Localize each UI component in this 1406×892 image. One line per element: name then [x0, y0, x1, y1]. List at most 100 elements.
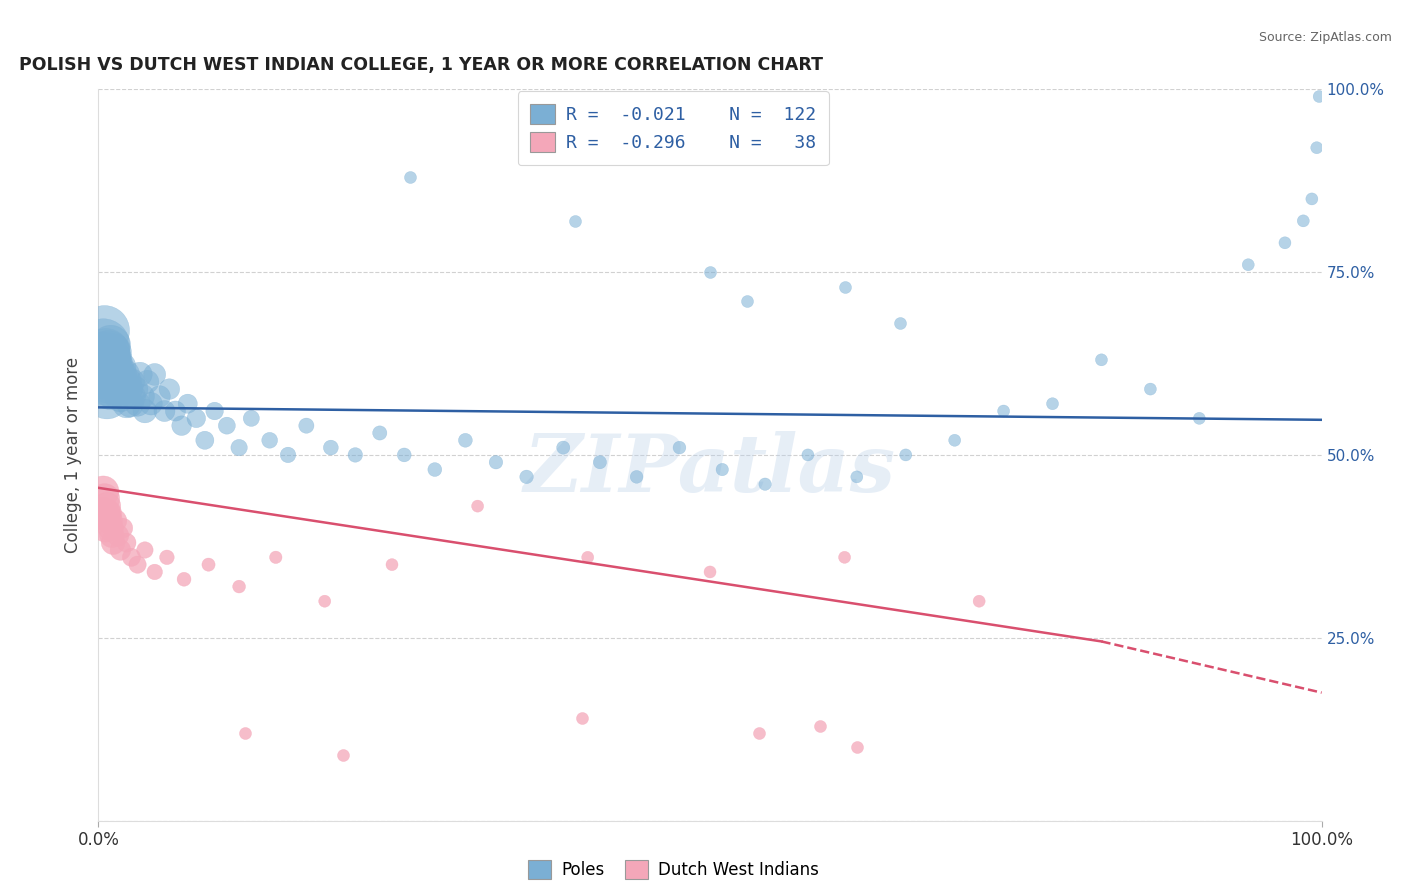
Point	[127, 397, 149, 411]
Point	[134, 543, 156, 558]
Point	[423, 462, 446, 476]
Point	[264, 550, 287, 565]
Point	[1139, 382, 1161, 396]
Point	[101, 535, 124, 549]
Legend: Poles, Dutch West Indians: Poles, Dutch West Indians	[522, 853, 825, 886]
Point	[108, 375, 131, 389]
Point	[170, 418, 193, 433]
Point	[129, 368, 152, 382]
Point	[107, 382, 129, 396]
Point	[100, 338, 122, 352]
Point	[112, 382, 135, 396]
Point	[797, 448, 820, 462]
Point	[668, 441, 690, 455]
Point	[173, 572, 195, 586]
Point	[153, 404, 176, 418]
Point	[96, 360, 118, 375]
Point	[711, 462, 734, 476]
Point	[149, 389, 172, 403]
Point	[110, 389, 132, 403]
Point	[120, 375, 142, 389]
Point	[204, 404, 226, 418]
Point	[96, 389, 118, 403]
Point	[1042, 397, 1064, 411]
Point	[120, 550, 142, 565]
Point	[368, 425, 391, 440]
Point	[1308, 89, 1330, 103]
Point	[143, 565, 166, 579]
Point	[97, 375, 120, 389]
Point	[699, 265, 721, 279]
Point	[97, 507, 120, 521]
Point	[754, 477, 776, 491]
Point	[332, 747, 354, 762]
Point	[259, 434, 281, 448]
Point	[104, 514, 127, 528]
Text: ZIPatlas: ZIPatlas	[524, 431, 896, 508]
Point	[143, 368, 166, 382]
Point	[571, 711, 593, 725]
Point	[467, 499, 489, 513]
Point	[156, 550, 179, 565]
Point	[319, 441, 342, 455]
Point	[564, 214, 586, 228]
Point	[1301, 192, 1323, 206]
Point	[834, 279, 856, 293]
Point	[111, 375, 134, 389]
Point	[1306, 141, 1329, 155]
Point	[101, 375, 124, 389]
Point	[94, 345, 117, 359]
Point	[91, 352, 114, 367]
Point	[735, 294, 758, 309]
Point	[97, 345, 120, 359]
Point	[553, 441, 575, 455]
Point	[101, 352, 124, 367]
Point	[118, 382, 141, 396]
Point	[139, 397, 162, 411]
Text: POLISH VS DUTCH WEST INDIAN COLLEGE, 1 YEAR OR MORE CORRELATION CHART: POLISH VS DUTCH WEST INDIAN COLLEGE, 1 Y…	[18, 56, 823, 74]
Point	[120, 397, 142, 411]
Point	[194, 434, 217, 448]
Point	[115, 535, 138, 549]
Point	[240, 411, 263, 425]
Point	[454, 434, 477, 448]
Point	[215, 418, 238, 433]
Point	[157, 382, 180, 396]
Point	[233, 726, 256, 740]
Point	[699, 565, 721, 579]
Point	[589, 455, 612, 469]
Point	[114, 368, 136, 382]
Point	[93, 491, 115, 506]
Point	[98, 352, 121, 367]
Point	[748, 726, 770, 740]
Point	[889, 316, 911, 330]
Point	[967, 594, 990, 608]
Point	[98, 382, 121, 396]
Point	[101, 528, 124, 542]
Point	[96, 499, 118, 513]
Point	[845, 740, 868, 755]
Point	[165, 404, 187, 418]
Point	[314, 594, 336, 608]
Point	[103, 368, 125, 382]
Point	[277, 448, 299, 462]
Point	[485, 455, 508, 469]
Point	[91, 338, 114, 352]
Point	[127, 558, 149, 572]
Point	[295, 418, 318, 433]
Point	[993, 404, 1015, 418]
Point	[110, 360, 132, 375]
Point	[381, 558, 404, 572]
Point	[104, 375, 127, 389]
Point	[943, 434, 966, 448]
Point	[105, 360, 128, 375]
Point	[91, 484, 114, 499]
Point	[107, 528, 129, 542]
Point	[845, 470, 868, 484]
Point	[344, 448, 367, 462]
Point	[111, 368, 134, 382]
Point	[177, 397, 200, 411]
Point	[136, 375, 159, 389]
Point	[228, 580, 250, 594]
Point	[1292, 214, 1315, 228]
